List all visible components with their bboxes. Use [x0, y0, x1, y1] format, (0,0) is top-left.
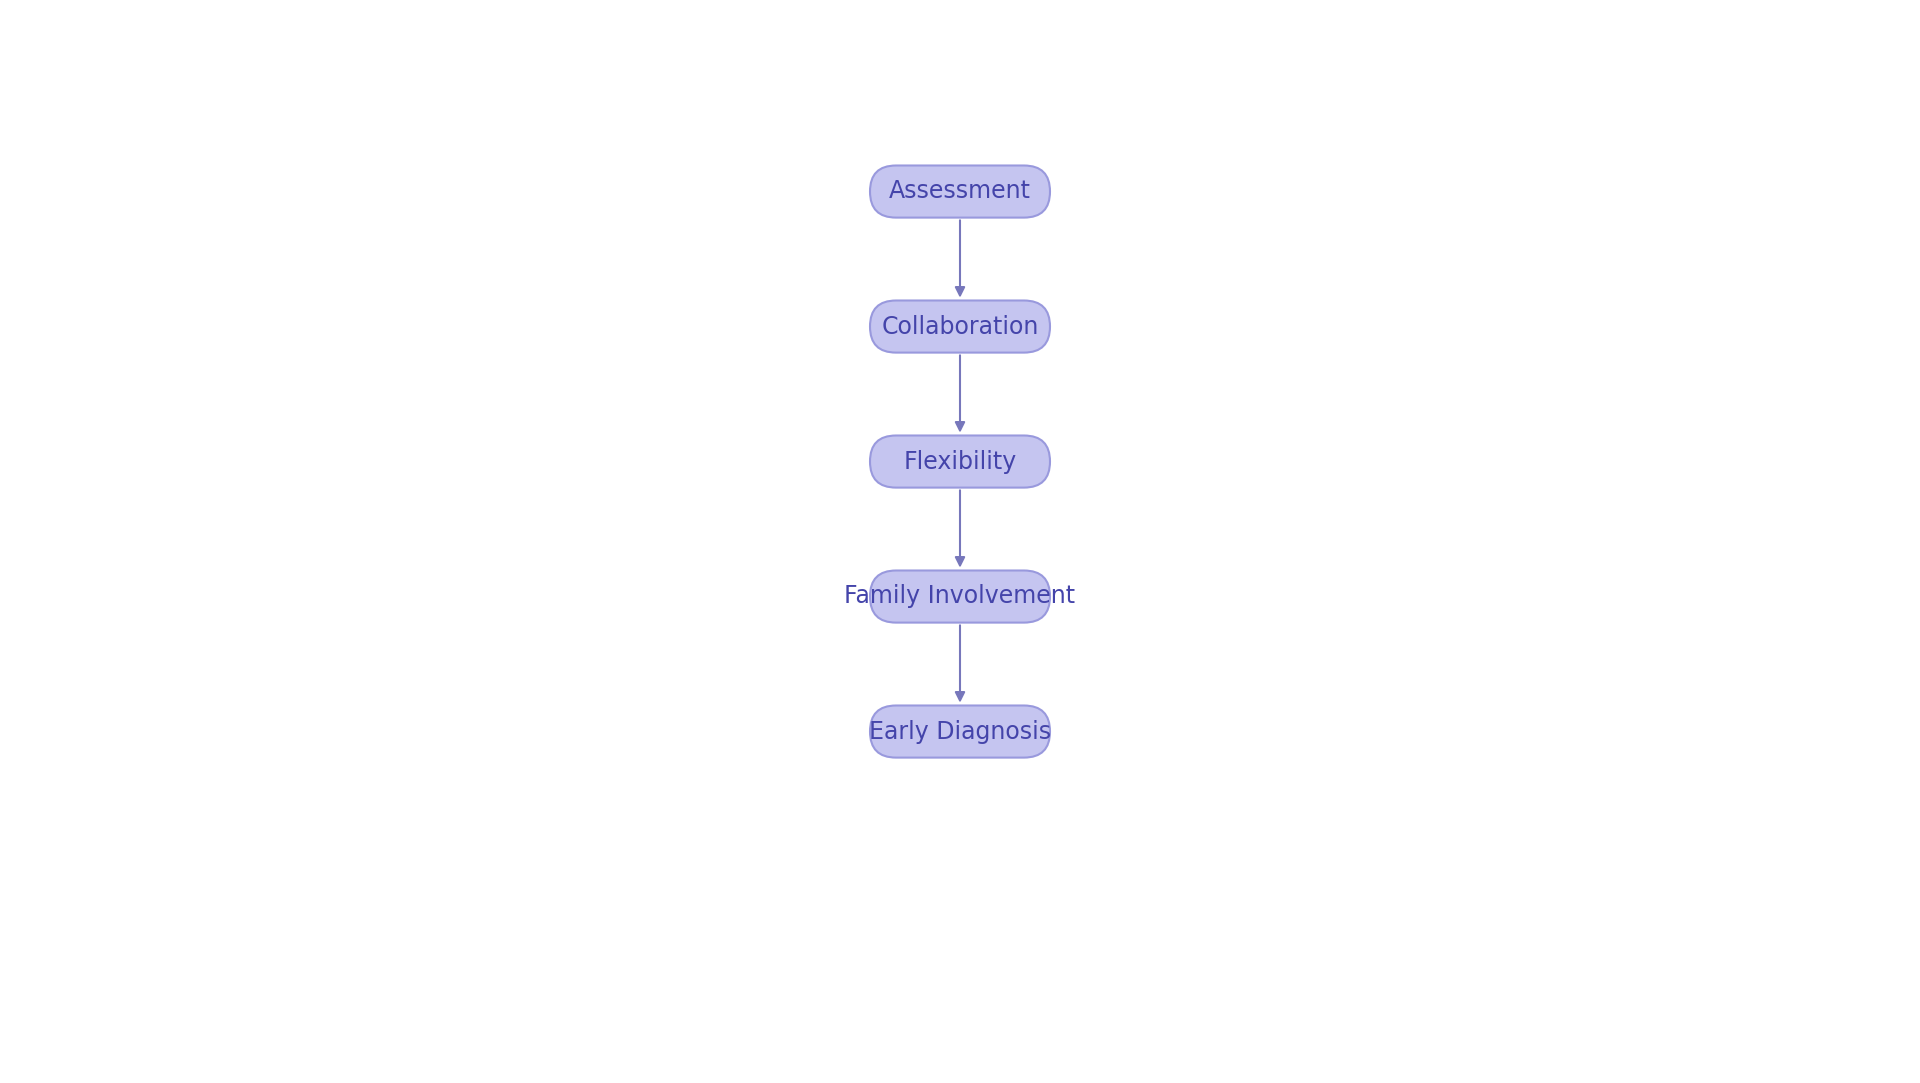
Text: Early Diagnosis: Early Diagnosis	[870, 719, 1050, 744]
Text: Family Involvement: Family Involvement	[845, 585, 1075, 609]
FancyBboxPatch shape	[870, 166, 1050, 218]
Text: Flexibility: Flexibility	[904, 449, 1016, 473]
Text: Collaboration: Collaboration	[881, 314, 1039, 339]
FancyBboxPatch shape	[870, 435, 1050, 487]
Text: Assessment: Assessment	[889, 180, 1031, 204]
FancyBboxPatch shape	[870, 705, 1050, 758]
FancyBboxPatch shape	[870, 571, 1050, 623]
FancyBboxPatch shape	[870, 300, 1050, 353]
